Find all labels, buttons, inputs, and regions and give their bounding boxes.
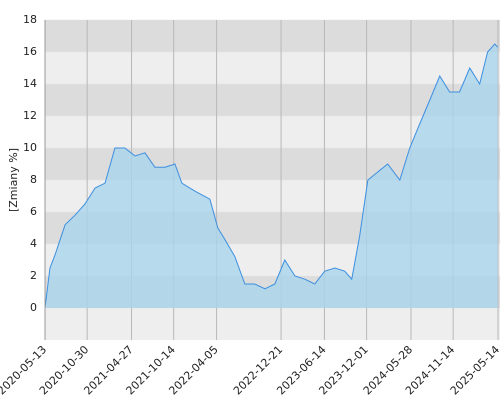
y-tick-label: 8 — [30, 173, 37, 186]
y-tick-label: 4 — [30, 237, 37, 250]
y-tick-label: 6 — [30, 205, 37, 218]
y-tick-label: 2 — [30, 269, 37, 282]
line — [44, 43, 499, 309]
y-tick-label: 18 — [23, 13, 37, 26]
y-tick-label: 12 — [23, 109, 37, 122]
y-tick-label: 10 — [23, 141, 37, 154]
y-tick-label: 16 — [23, 45, 37, 58]
band — [45, 20, 500, 52]
y-axis-label: [Zmiany %] — [7, 148, 20, 212]
area — [45, 44, 498, 308]
y-tick-label: 0 — [30, 301, 37, 314]
band — [45, 84, 500, 116]
y-tick-label: 14 — [23, 77, 37, 90]
